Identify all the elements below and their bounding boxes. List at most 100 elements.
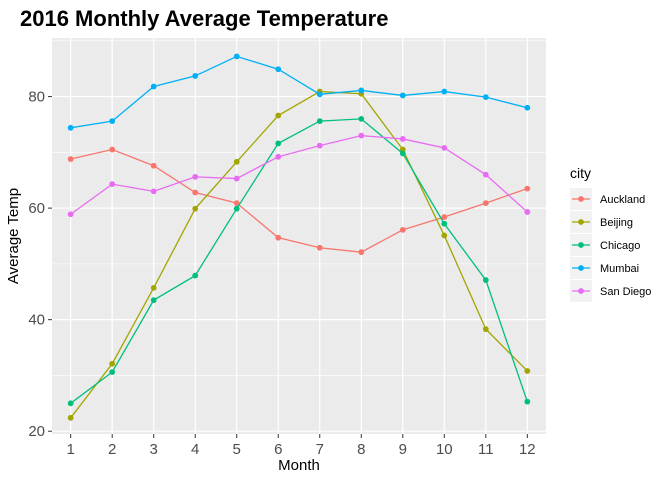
- data-point-beijing: [275, 112, 282, 119]
- data-point-san-diego: [192, 173, 199, 180]
- data-point-mumbai: [109, 118, 116, 125]
- data-point-san-diego: [67, 211, 74, 218]
- data-point-auckland: [316, 244, 323, 251]
- data-point-auckland: [192, 189, 199, 196]
- data-point-chicago: [482, 277, 489, 283]
- data-point-chicago: [316, 118, 323, 125]
- data-point-auckland: [150, 162, 157, 169]
- data-point-chicago: [233, 205, 240, 212]
- data-point-san-diego: [482, 171, 489, 178]
- x-tick-label: 12: [519, 441, 536, 458]
- legend-item-beijing: Beijing: [570, 211, 633, 233]
- data-point-mumbai: [441, 88, 448, 95]
- x-tick-label: 6: [274, 441, 282, 458]
- data-point-chicago: [524, 398, 531, 405]
- series-chicago: [67, 115, 531, 407]
- data-point-san-diego: [275, 153, 282, 160]
- x-tick-label: 3: [150, 441, 158, 458]
- series-mumbai: [67, 53, 531, 131]
- data-point-mumbai: [524, 104, 531, 111]
- legend-item-auckland: Auckland: [570, 188, 645, 210]
- y-tick-label: 20: [28, 423, 45, 440]
- x-tick-label: 1: [67, 441, 75, 458]
- x-tick-label: 9: [399, 441, 407, 458]
- data-point-auckland: [109, 146, 116, 153]
- data-point-san-diego: [358, 132, 365, 139]
- data-point-chicago: [67, 400, 74, 407]
- chart-title: 2016 Monthly Average Temperature: [20, 6, 388, 31]
- legend-label: San Diego: [600, 286, 651, 298]
- data-point-chicago: [358, 115, 365, 122]
- legend-item-san-diego: San Diego: [570, 280, 651, 302]
- legend: city Auckland Beijing Chicago Mumbai San Die…: [570, 165, 651, 302]
- y-tick-label: 80: [28, 89, 45, 106]
- data-point-auckland: [399, 226, 406, 233]
- y-axis: 20 40 60 80: [28, 89, 52, 440]
- data-point-beijing: [482, 326, 489, 333]
- legend-key-point: [578, 288, 584, 294]
- y-tick-label: 60: [28, 200, 45, 217]
- legend-key-point: [578, 242, 584, 248]
- series-line-chicago: [70, 118, 528, 404]
- series-layer: [67, 53, 531, 421]
- data-point-san-diego: [150, 188, 157, 195]
- data-point-beijing: [150, 284, 157, 291]
- data-point-san-diego: [233, 175, 240, 182]
- data-point-mumbai: [482, 94, 489, 101]
- data-point-mumbai: [192, 73, 199, 79]
- data-point-mumbai: [358, 87, 365, 94]
- data-point-chicago: [192, 272, 199, 279]
- data-point-auckland: [275, 234, 282, 241]
- data-point-chicago: [441, 220, 448, 227]
- series-line-san-diego: [70, 134, 528, 215]
- legend-label: Chicago: [600, 240, 640, 252]
- x-tick-label: 4: [191, 441, 199, 458]
- data-point-auckland: [67, 156, 74, 162]
- legend-key-point: [578, 196, 584, 202]
- legend-item-mumbai: Mumbai: [570, 257, 639, 279]
- data-point-mumbai: [275, 66, 282, 73]
- data-point-auckland: [482, 200, 489, 206]
- data-point-chicago: [150, 297, 157, 304]
- data-point-auckland: [524, 185, 531, 192]
- data-point-san-diego: [109, 181, 116, 188]
- minor-gridlines: [52, 40, 546, 376]
- data-point-mumbai: [150, 83, 157, 90]
- x-axis: 1 2 3 4 5 6 7 8 9 10 11 12: [67, 434, 536, 458]
- series-line-auckland: [70, 148, 528, 253]
- data-point-san-diego: [441, 144, 448, 151]
- x-tick-label: 11: [478, 441, 494, 458]
- data-point-mumbai: [233, 53, 240, 60]
- data-point-mumbai: [316, 91, 323, 98]
- data-point-mumbai: [399, 92, 406, 99]
- x-tick-label: 2: [108, 441, 116, 458]
- legend-title: city: [570, 165, 591, 181]
- x-tick-label: 5: [233, 441, 241, 458]
- x-tick-label: 8: [357, 441, 365, 458]
- y-axis-title: Average Temp: [5, 188, 22, 284]
- legend-key-point: [578, 265, 584, 271]
- data-point-chicago: [109, 369, 116, 375]
- y-tick-label: 40: [28, 312, 45, 329]
- data-point-auckland: [441, 214, 448, 220]
- data-point-auckland: [358, 249, 365, 256]
- data-point-beijing: [109, 360, 116, 367]
- data-point-beijing: [524, 368, 531, 374]
- data-point-beijing: [67, 414, 74, 421]
- data-point-auckland: [233, 200, 240, 206]
- data-point-san-diego: [524, 209, 531, 215]
- series-auckland: [67, 146, 531, 256]
- series-beijing: [67, 88, 531, 421]
- x-tick-label: 10: [436, 441, 453, 458]
- data-point-chicago: [399, 150, 406, 157]
- legend-key-point: [578, 219, 584, 225]
- series-san-diego: [67, 132, 531, 218]
- legend-label: Beijing: [600, 217, 633, 229]
- data-point-chicago: [275, 140, 282, 147]
- legend-item-chicago: Chicago: [570, 234, 640, 256]
- legend-label: Mumbai: [600, 263, 639, 275]
- data-point-beijing: [441, 232, 448, 239]
- data-point-san-diego: [399, 136, 406, 142]
- series-line-beijing: [70, 90, 528, 419]
- data-point-san-diego: [316, 142, 323, 149]
